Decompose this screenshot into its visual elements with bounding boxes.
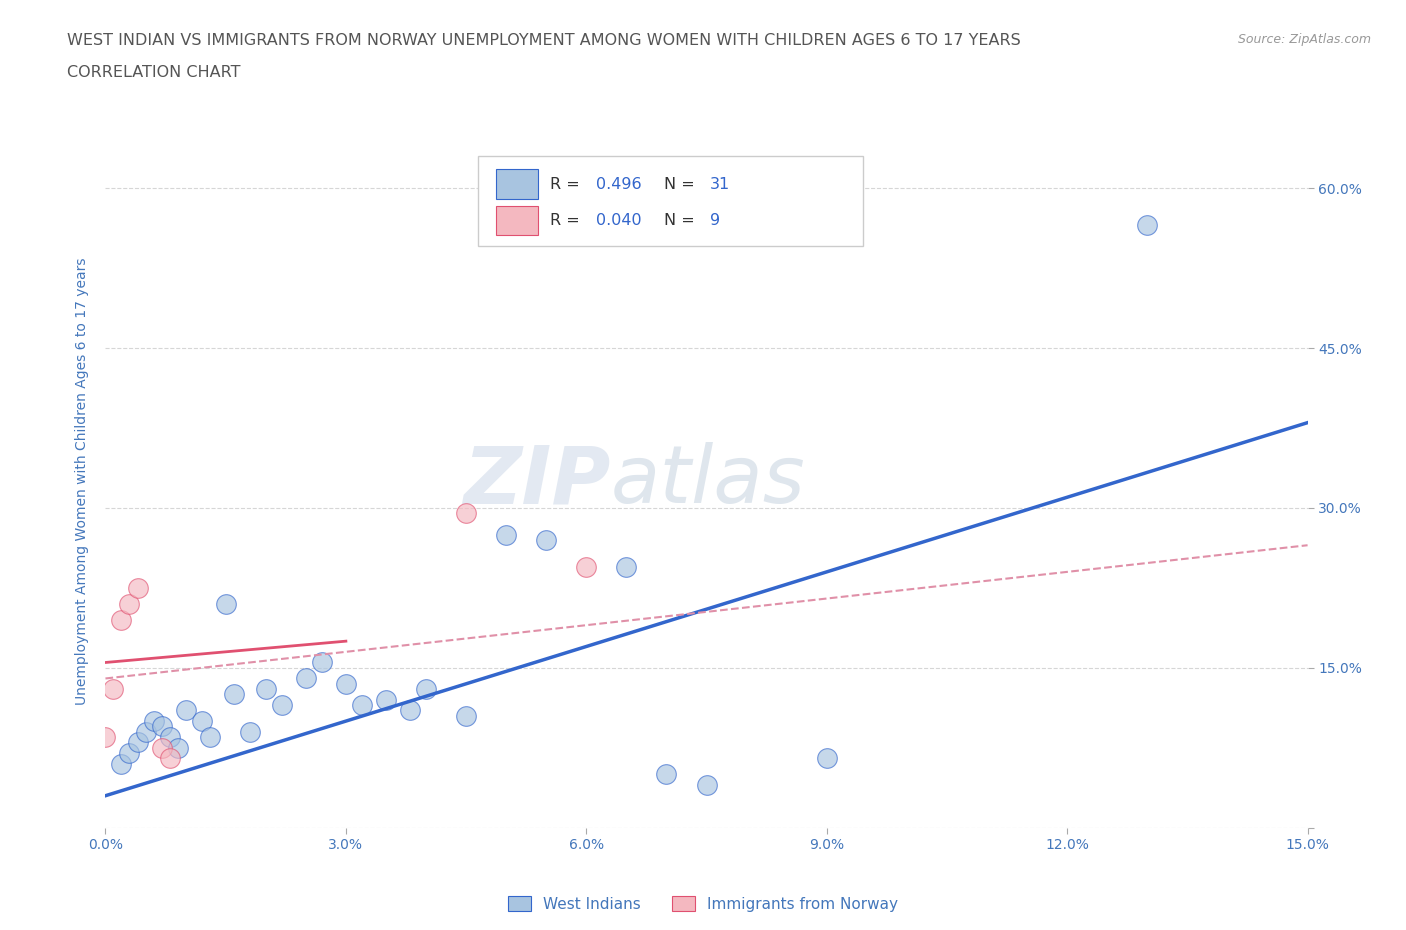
Point [214,596,236,611]
FancyBboxPatch shape [478,155,863,246]
Point [142,713,165,728]
Point [127,735,149,750]
Point [350,698,373,712]
Point [239,724,262,739]
Point [150,719,173,734]
Point [103,682,125,697]
Point [166,740,188,755]
Point [174,703,197,718]
Point [295,671,318,686]
Point [190,713,212,728]
Text: R =: R = [550,177,585,192]
Point [159,751,181,766]
Point [110,756,132,771]
Point [127,580,149,595]
Point [655,767,678,782]
Y-axis label: Unemployment Among Women with Children Ages 6 to 17 years: Unemployment Among Women with Children A… [76,258,90,705]
Point [135,724,157,739]
Point [118,596,141,611]
Point [198,730,221,745]
Point [335,676,357,691]
Point [616,559,638,574]
Point [118,746,141,761]
Point [159,730,181,745]
Point [94,730,117,745]
Point [815,751,838,766]
Legend: West Indians, Immigrants from Norway: West Indians, Immigrants from Norway [502,890,904,918]
Point [254,682,277,697]
Bar [496,206,538,234]
Point [415,682,437,697]
Point [454,709,477,724]
Point [374,692,398,707]
Text: 0.040: 0.040 [596,213,641,228]
Point [575,559,598,574]
Point [495,527,517,542]
Text: N =: N = [665,177,700,192]
Text: N =: N = [665,213,700,228]
Point [311,655,333,670]
Text: 9: 9 [710,213,720,228]
Text: R =: R = [550,213,585,228]
Point [399,703,422,718]
Point [222,687,245,702]
Text: 0.496: 0.496 [596,177,641,192]
Point [270,698,292,712]
Text: atlas: atlas [610,443,806,520]
Point [110,613,132,628]
Point [150,740,173,755]
Point [454,506,477,521]
Text: ZIP: ZIP [463,443,610,520]
Point [1136,218,1159,232]
Point [696,777,718,792]
Bar [496,169,538,199]
Text: Source: ZipAtlas.com: Source: ZipAtlas.com [1237,33,1371,46]
Point [534,533,557,548]
Text: 31: 31 [710,177,730,192]
Text: CORRELATION CHART: CORRELATION CHART [67,65,240,80]
Text: WEST INDIAN VS IMMIGRANTS FROM NORWAY UNEMPLOYMENT AMONG WOMEN WITH CHILDREN AGE: WEST INDIAN VS IMMIGRANTS FROM NORWAY UN… [67,33,1021,47]
